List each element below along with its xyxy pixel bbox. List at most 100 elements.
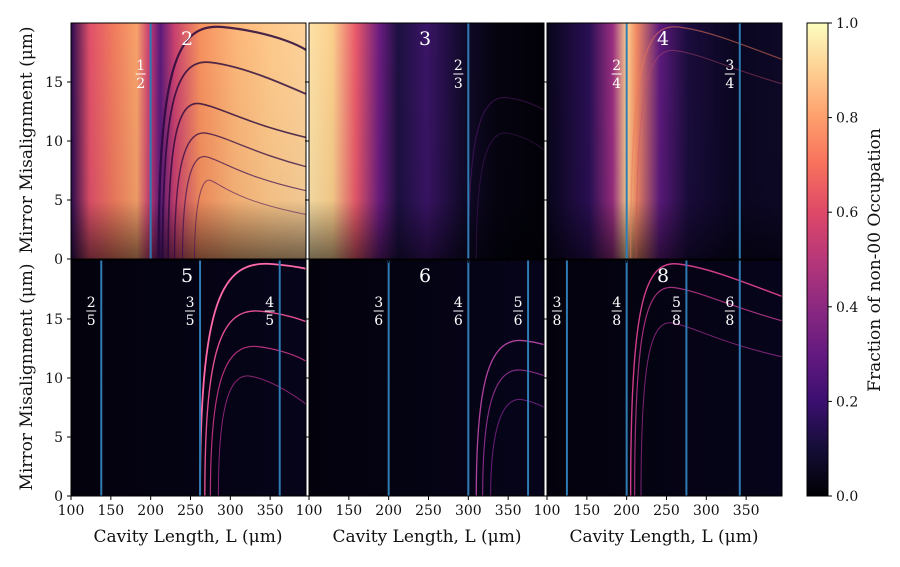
x-tick-label: 100 — [534, 503, 561, 519]
x-tick-label: 200 — [613, 503, 640, 519]
mode-arc — [629, 263, 782, 496]
x-tick-label: 250 — [415, 503, 442, 519]
colorbar-tick-label: 0.8 — [836, 111, 858, 127]
x-tick-label: 200 — [137, 503, 164, 519]
colorbar-ticks: 0.0 0.2 0.4 0.6 0.8 1.0 — [828, 16, 858, 505]
x-tick-label: 300 — [455, 503, 482, 519]
fraction-numerator: 5 — [672, 295, 681, 311]
fraction-denominator: 3 — [454, 76, 463, 92]
mode-arc — [173, 132, 306, 259]
x-tick-label: 250 — [177, 503, 204, 519]
panel-6: 3 6 4 6 5 6 6 — [308, 259, 545, 497]
fraction-numerator: 4 — [265, 295, 274, 311]
fraction-numerator: 3 — [186, 295, 195, 311]
fraction-numerator: 1 — [136, 58, 145, 74]
colorbar-tick-label: 1.0 — [836, 16, 858, 32]
fraction-denominator: 4 — [725, 76, 734, 92]
mode-arc — [630, 26, 782, 259]
y-tick-label: 5 — [54, 193, 63, 209]
fraction-numerator: 3 — [374, 295, 383, 311]
x-axis-label-2: Cavity Length, L (μm) — [333, 527, 522, 547]
colorbar-gradient — [806, 22, 829, 497]
y-axis-label-top: Mirror Misalignment (μm) — [17, 26, 37, 253]
mode-arc — [209, 345, 306, 496]
fraction-denominator: 4 — [612, 76, 621, 92]
fraction-denominator: 8 — [612, 313, 621, 329]
y-tick-label: 0 — [54, 489, 63, 505]
mode-arc — [475, 339, 544, 496]
x-tick-label: 100 — [58, 503, 85, 519]
colorbar-label: Fraction of non-00 Occupation — [865, 128, 885, 392]
mode-arc — [634, 286, 782, 496]
x-tick-label: 150 — [97, 503, 124, 519]
colorbar: 0.0 0.2 0.4 0.6 0.8 1.0 Fraction of non-00 Oc… — [806, 16, 885, 505]
fraction-numerator: 2 — [612, 58, 621, 74]
fraction-denominator: 5 — [87, 313, 96, 329]
fraction-numerator: 4 — [454, 295, 463, 311]
panel-2: 1 2 2 — [70, 22, 307, 260]
fraction-denominator: 2 — [136, 76, 145, 92]
y-tick-label: 15 — [45, 75, 63, 91]
mode-arc — [167, 102, 306, 259]
fraction-denominator: 5 — [265, 313, 274, 329]
panel-title: 2 — [181, 28, 193, 50]
fraction-numerator: 6 — [725, 295, 734, 311]
y-tick-label: 10 — [45, 134, 63, 150]
panel-background — [547, 260, 782, 496]
y-axis-label-bottom: Mirror Misalignment (μm) — [17, 263, 37, 490]
mode-arc — [640, 322, 782, 496]
mode-arc — [217, 375, 306, 496]
x-axis-label-1: Cavity Length, L (μm) — [94, 527, 283, 547]
mode-arc — [199, 262, 306, 496]
fraction-denominator: 6 — [454, 313, 463, 329]
fraction-denominator: 6 — [514, 313, 523, 329]
colorbar-tick-label: 0.2 — [836, 394, 858, 410]
colorbar-tick-label: 0.0 — [836, 489, 858, 505]
x-tick-label: 350 — [733, 503, 760, 519]
mode-arc — [157, 25, 306, 259]
fraction-denominator: 8 — [672, 313, 681, 329]
x-tick-label: 250 — [653, 503, 680, 519]
y-tick-label: 10 — [45, 371, 63, 387]
panel-5: 2 5 3 5 4 5 5 — [70, 259, 307, 497]
mode-arc — [482, 369, 544, 496]
axis-ticks: 0 5 10 15 100 150 200 250 300 350 0 5 10 15 100 150 200 2… — [45, 75, 759, 519]
fraction-numerator: 2 — [87, 295, 96, 311]
x-tick-label: 200 — [375, 503, 402, 519]
fraction-denominator: 8 — [552, 313, 561, 329]
mode-arc — [475, 132, 544, 259]
x-tick-label: 150 — [335, 503, 362, 519]
fraction-denominator: 5 — [186, 313, 195, 329]
x-tick-label: 350 — [257, 503, 284, 519]
x-tick-label: 300 — [693, 503, 720, 519]
mode-arc — [181, 156, 306, 259]
mode-arc — [490, 399, 544, 496]
colorbar-tick-label: 0.6 — [836, 205, 858, 221]
fraction-numerator: 2 — [454, 58, 463, 74]
colorbar-tick-label: 0.4 — [836, 300, 858, 316]
x-tick-label: 150 — [573, 503, 600, 519]
x-tick-label: 350 — [495, 503, 522, 519]
panel-3: 2 3 3 — [308, 22, 545, 260]
fraction-numerator: 4 — [612, 295, 621, 311]
x-axis-label-3: Cavity Length, L (μm) — [570, 527, 759, 547]
mode-arc — [204, 310, 306, 496]
panel-background — [309, 260, 544, 496]
y-tick-label: 15 — [45, 312, 63, 328]
fraction-denominator: 6 — [374, 313, 383, 329]
y-tick-label: 5 — [54, 430, 63, 446]
panel-title: 8 — [657, 265, 669, 287]
panel-4: 2 4 3 4 4 — [546, 22, 783, 260]
panel-title: 5 — [181, 265, 193, 287]
x-tick-label: 300 — [217, 503, 244, 519]
fraction-numerator: 5 — [514, 295, 523, 311]
panel-background — [71, 260, 306, 496]
mode-arc — [193, 179, 306, 259]
fraction-denominator: 8 — [725, 313, 734, 329]
mode-arc — [161, 61, 306, 259]
fraction-numerator: 3 — [725, 58, 734, 74]
x-tick-label: 100 — [296, 503, 323, 519]
